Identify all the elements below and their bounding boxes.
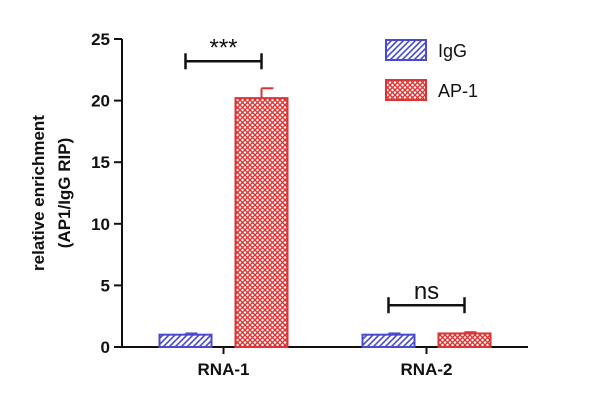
legend-swatch-ap-1 [385, 79, 427, 101]
y-tick-label: 5 [101, 276, 110, 295]
legend-label-ap-1: AP-1 [438, 81, 478, 101]
bar-igg-rna-2 [361, 333, 416, 348]
x-tick-label: RNA-1 [198, 360, 250, 379]
legend: IgG AP-1 [385, 39, 478, 101]
significance-label: *** [209, 34, 237, 61]
y-tick-label: 15 [91, 153, 110, 172]
x-tick-label: RNA-2 [401, 360, 453, 379]
legend-label-igg: IgG [438, 41, 467, 61]
y-tick-label: 10 [91, 215, 110, 234]
y-tick-label: 25 [91, 30, 110, 49]
bar-igg-rna-1 [158, 333, 213, 348]
significance-annotations: *** ns [184, 34, 466, 314]
legend-swatch-igg [385, 39, 427, 61]
significance-label: ns [414, 278, 439, 305]
y-tick-label: 0 [101, 338, 110, 357]
y-axis-label-line-1: relative enrichment [29, 115, 48, 271]
y-axis-label-line-2: (AP1/IgG RIP) [55, 138, 74, 249]
y-tick-label: 20 [91, 92, 110, 111]
x-axis: RNA-1 RNA-2 [122, 346, 528, 379]
y-axis: 0 5 10 15 20 25 [91, 30, 123, 357]
bar-ap-1-rna-2 [437, 332, 492, 348]
bars [158, 87, 492, 348]
bar-ap-1-rna-1 [234, 97, 289, 348]
